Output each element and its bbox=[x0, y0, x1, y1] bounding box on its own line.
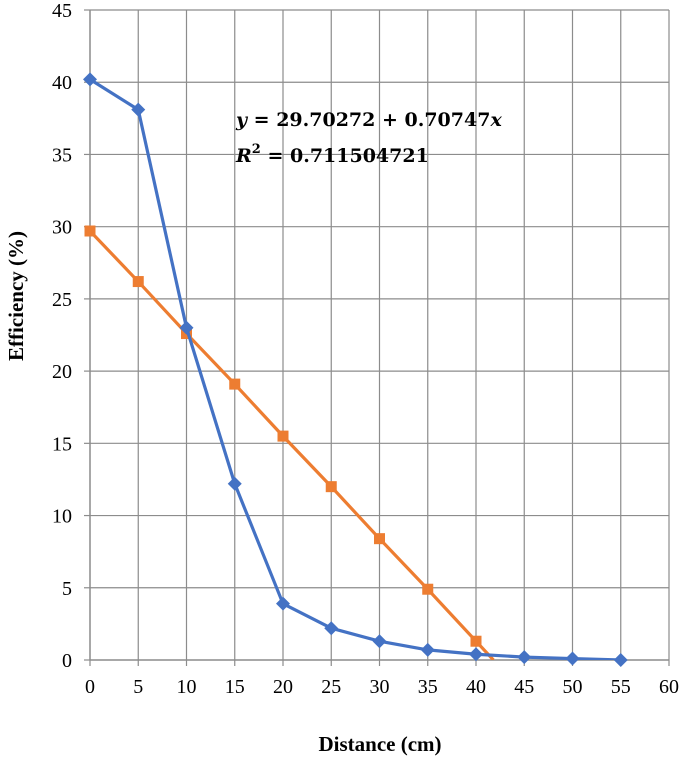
data-point-square bbox=[229, 378, 241, 390]
y-tick-label: 25 bbox=[52, 289, 72, 311]
y-tick-label: 45 bbox=[52, 0, 72, 22]
data-point-diamond bbox=[565, 651, 580, 666]
data-point-diamond bbox=[83, 72, 97, 87]
x-tick-label: 0 bbox=[85, 676, 95, 698]
regression-equation: y = 29.70272 + 0.70747x bbox=[235, 109, 502, 131]
data-point-diamond bbox=[131, 102, 146, 117]
y-tick-label: 35 bbox=[52, 144, 72, 166]
y-tick-label: 5 bbox=[62, 578, 72, 600]
data-point-diamond bbox=[227, 476, 242, 491]
x-axis-label: Distance (cm) bbox=[318, 732, 441, 756]
x-tick-label: 10 bbox=[177, 676, 197, 698]
y-tick-label: 30 bbox=[52, 217, 72, 239]
grid-lines bbox=[90, 9, 670, 660]
series-line bbox=[88, 229, 495, 660]
x-tick-label: 15 bbox=[225, 676, 245, 698]
y-tick-label: 0 bbox=[62, 650, 72, 672]
data-point-square bbox=[277, 430, 289, 442]
data-point-square bbox=[132, 276, 144, 288]
data-point-diamond bbox=[613, 653, 628, 667]
data-point-diamond bbox=[179, 320, 194, 335]
x-tick-label: 5 bbox=[133, 676, 143, 698]
data-point-diamond bbox=[324, 621, 339, 636]
data-point-square bbox=[325, 481, 337, 493]
y-tick-label: 40 bbox=[52, 72, 72, 94]
r-squared-label: R2 = 0.711504721 bbox=[235, 142, 429, 167]
y-tick-labels: 0 5 10 15 20 25 30 35 40 45 bbox=[52, 0, 72, 672]
data-point-diamond bbox=[517, 650, 532, 665]
data-point-square bbox=[422, 583, 434, 595]
x-tick-label: 50 bbox=[563, 676, 583, 698]
x-tick-label: 60 bbox=[659, 676, 679, 698]
data-point-diamond bbox=[372, 634, 387, 649]
data-point-square bbox=[470, 635, 482, 647]
x-tick-label: 40 bbox=[466, 676, 486, 698]
x-tick-labels: 0 5 10 15 20 25 30 35 40 45 50 55 60 bbox=[85, 676, 679, 698]
x-tick-label: 30 bbox=[370, 676, 390, 698]
y-tick-label: 20 bbox=[52, 361, 72, 383]
series-layer bbox=[83, 72, 628, 667]
data-point-diamond bbox=[276, 596, 290, 611]
series-diamond bbox=[83, 72, 628, 667]
data-point-square bbox=[84, 225, 96, 237]
series-line bbox=[89, 77, 621, 660]
data-point-diamond bbox=[420, 642, 435, 657]
y-tick-label: 15 bbox=[52, 433, 72, 455]
y-tick-label: 10 bbox=[52, 506, 72, 528]
x-tick-label: 20 bbox=[273, 676, 293, 698]
x-tick-label: 55 bbox=[611, 676, 631, 698]
y-axis-label: Efficiency (%) bbox=[4, 231, 28, 361]
x-tick-label: 35 bbox=[418, 676, 438, 698]
x-tick-label: 25 bbox=[321, 676, 341, 698]
x-tick-label: 45 bbox=[514, 676, 534, 698]
data-point-diamond bbox=[469, 647, 483, 662]
data-point-square bbox=[374, 533, 385, 545]
